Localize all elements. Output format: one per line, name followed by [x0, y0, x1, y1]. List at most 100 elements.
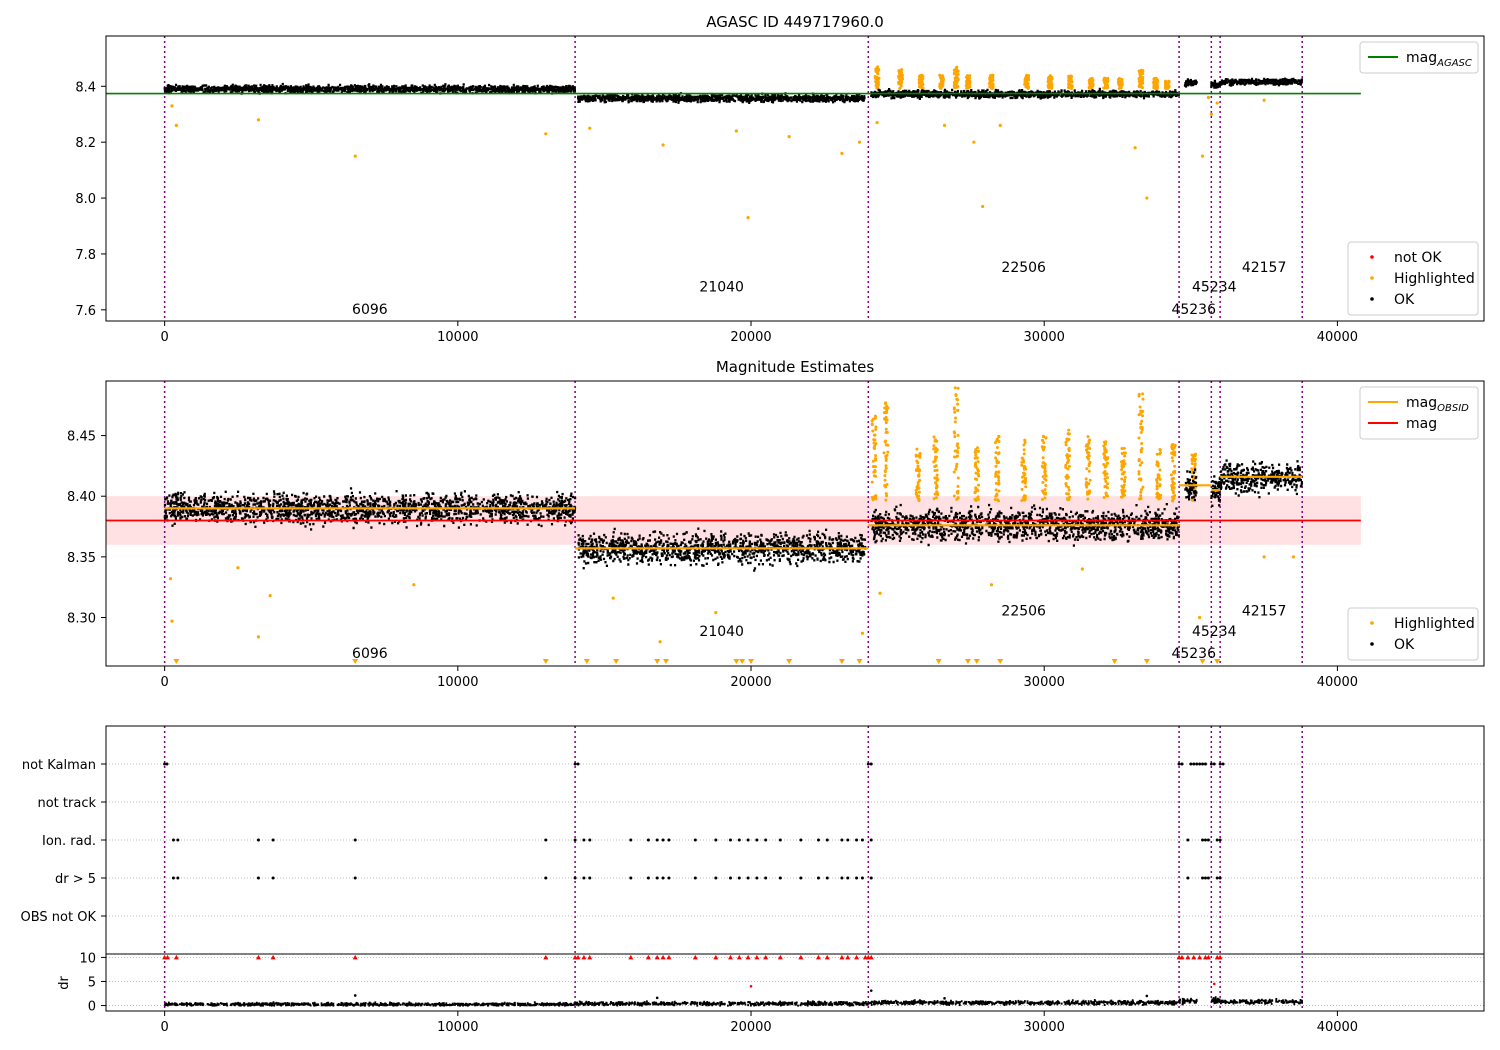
flag-point	[866, 762, 870, 766]
highlighted-point	[1026, 86, 1030, 90]
flag-point	[728, 876, 732, 880]
clipped-point-marker	[662, 659, 669, 664]
flag-point	[1186, 838, 1190, 842]
highlighted-point	[1291, 555, 1296, 559]
highlighted-point	[1102, 86, 1106, 90]
highlighted-point	[956, 402, 960, 406]
highlighted-point	[990, 86, 994, 90]
highlighted-point	[1066, 485, 1070, 489]
highlighted-point	[974, 497, 978, 501]
highlighted-point	[1023, 441, 1027, 445]
highlighted-point	[1106, 461, 1110, 465]
y-tick-label: 8.2	[75, 136, 96, 151]
highlighted-point	[1192, 454, 1196, 458]
highlighted-point	[1064, 484, 1068, 488]
magnitude-axes-frame	[105, 380, 1485, 667]
flags-plot-area	[106, 726, 1484, 1011]
flag-label: not track	[37, 796, 96, 811]
highlighted-point	[1190, 462, 1194, 466]
highlighted-point	[976, 446, 980, 450]
highlighted-point	[1123, 493, 1127, 497]
highlighted-point	[1067, 86, 1071, 90]
highlighted-point	[953, 431, 957, 435]
highlighted-point	[1041, 465, 1045, 469]
flag-label: Ion. rad.	[42, 834, 96, 849]
highlighted-point	[935, 491, 939, 495]
flag-point	[667, 876, 671, 880]
dr-clipped-marker	[1185, 954, 1191, 960]
dr-clipped-marker	[255, 954, 261, 960]
obsid-annotation: 21040	[699, 279, 744, 295]
obsid-annotation: 21040	[699, 624, 744, 640]
dr-points	[1219, 998, 1303, 1006]
highlighted-point	[611, 596, 615, 600]
highlighted-point	[885, 404, 889, 408]
highlighted-point	[1020, 475, 1024, 479]
highlighted-point	[1140, 426, 1144, 430]
highlighted-point	[952, 494, 956, 498]
highlighted-point	[1041, 461, 1045, 465]
flag-point	[1201, 876, 1205, 880]
highlighted-point	[998, 123, 1002, 128]
highlighted-point	[871, 417, 875, 421]
dr-outlier-point	[1212, 982, 1216, 986]
highlighted-point	[935, 483, 939, 487]
highlighted-point	[1068, 495, 1072, 499]
dr-outlier-point	[1145, 994, 1149, 998]
highlighted-point	[956, 85, 960, 89]
clipped-point-marker	[964, 659, 971, 664]
highlighted-point	[1106, 482, 1110, 486]
legend-box	[1347, 607, 1479, 661]
highlighted-point	[885, 409, 889, 413]
highlighted-point	[996, 498, 1000, 502]
highlighted-point	[914, 492, 918, 496]
highlighted-point	[1190, 471, 1194, 475]
highlighted-point	[976, 449, 980, 453]
highlighted-point	[966, 86, 970, 90]
highlighted-point	[1103, 465, 1107, 469]
highlighted-point	[952, 81, 956, 85]
highlighted-point	[972, 140, 976, 144]
flag-point	[271, 876, 275, 880]
highlighted-point	[1120, 489, 1124, 493]
legend-dot-swatch	[1370, 621, 1374, 625]
flag-point	[661, 876, 665, 880]
dr-clipped-marker	[666, 954, 672, 960]
highlighted-point	[1087, 454, 1091, 458]
highlighted-point	[1044, 491, 1048, 495]
highlighted-point	[1085, 467, 1089, 471]
highlighted-point	[1164, 79, 1168, 83]
highlighted-point	[995, 492, 999, 496]
highlighted-point	[1158, 448, 1162, 452]
highlighted-point	[1139, 478, 1143, 482]
obsid-annotation: 22506	[1001, 260, 1046, 276]
highlighted-point	[915, 487, 919, 491]
dr-clipped-marker	[575, 954, 581, 960]
highlighted-point	[1046, 79, 1050, 83]
highlighted-point	[1139, 74, 1143, 78]
highlighted-point	[1026, 74, 1030, 78]
agasc-obsid-annotations: 6096 21040 22506 45234 45236 42157	[352, 260, 1286, 318]
highlighted-point	[977, 474, 981, 478]
highlighted-point	[1173, 464, 1177, 468]
dr-points	[867, 999, 1180, 1007]
clipped-point-marker	[654, 659, 661, 664]
dr-clipped-marker	[1197, 954, 1203, 960]
highlighted-point	[1123, 454, 1127, 458]
highlighted-point	[1155, 86, 1159, 90]
x-tick-label: 10000	[437, 330, 478, 345]
y-tick-label: 7.6	[75, 304, 96, 319]
highlighted-point	[966, 83, 970, 87]
highlighted-point	[1024, 82, 1028, 86]
dr-clipped-marker	[1205, 954, 1211, 960]
highlighted-point	[1103, 76, 1107, 80]
highlighted-point	[941, 79, 945, 83]
highlighted-point	[1064, 482, 1068, 486]
x-tick-label: 0	[160, 330, 168, 345]
flag-point	[816, 838, 820, 842]
highlighted-point	[1044, 436, 1048, 440]
highlighted-point	[997, 470, 1001, 474]
highlighted-point	[1102, 462, 1106, 466]
highlighted-point	[174, 123, 178, 128]
